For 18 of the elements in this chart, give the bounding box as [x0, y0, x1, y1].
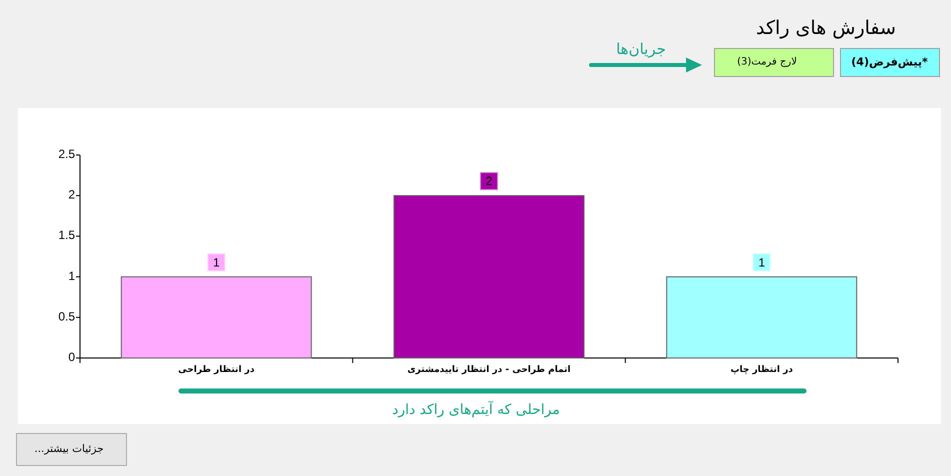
- text: لارج فرمت(3): [737, 56, 797, 68]
- y-tick-label: 2.5: [58, 147, 76, 161]
- data-label: 2: [486, 174, 493, 188]
- text: *پیش‌فرض(4): [851, 56, 928, 68]
- y-tick-label: 1.5: [58, 228, 76, 242]
- text: جریان‌ها: [616, 40, 666, 58]
- x-tick-label: در انتظار چاپ: [730, 365, 794, 375]
- y-tick-label: 0.5: [58, 309, 76, 324]
- text: مراحلی که آیتم‌های راکد دارد: [392, 400, 560, 418]
- data-label: 1: [212, 255, 220, 270]
- x-tick-label: اتمام طراحی - در انتظار تاییدمشتری: [407, 365, 571, 375]
- x-tick-label: در انتظار طراحی: [178, 365, 255, 375]
- data-label: 1: [758, 255, 766, 270]
- y-tick-label: 1: [68, 268, 76, 283]
- chart-title: سفارش های راکد: [756, 17, 896, 39]
- y-tick-label: 0: [68, 350, 76, 364]
- y-tick-label: 2: [68, 188, 76, 202]
- text: جزئیات بیشتر...: [34, 443, 104, 455]
